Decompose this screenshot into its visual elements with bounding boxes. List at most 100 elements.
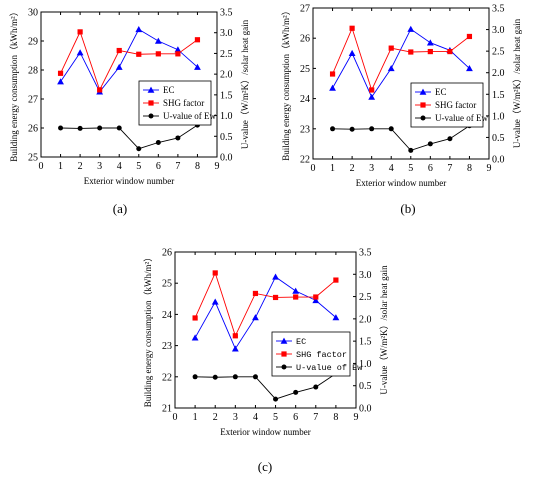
data-point-1-0: [192, 315, 198, 321]
y-right-axis-label: U-value（W/m²K）/solar heat gain: [240, 19, 250, 149]
x-tick-label: 7: [313, 412, 318, 423]
y-left-tick-label: 21: [162, 404, 172, 415]
data-point-0-5: [154, 37, 162, 44]
data-point-2-4: [136, 146, 142, 152]
series-line-0: [332, 28, 470, 99]
data-point-2-5: [427, 141, 433, 147]
data-point-2-3: [116, 125, 122, 131]
data-point-2-2: [232, 374, 238, 380]
y-left-tick-label: 30: [28, 8, 38, 19]
y-right-tick-label: 2.5: [492, 47, 505, 58]
y-left-tick-label: 28: [28, 66, 38, 77]
data-point-2-2: [369, 126, 375, 132]
series-line-0: [60, 28, 198, 93]
legend-label-2: U-value of Ew: [163, 111, 216, 121]
x-tick-label: 2: [350, 163, 355, 174]
y-right-tick-label: 1.5: [220, 90, 233, 101]
y-right-tick-label: 2.5: [359, 292, 372, 303]
y-right-tick-label: 1.0: [220, 111, 233, 122]
x-tick-label: 6: [156, 161, 161, 172]
y-right-tick-label: 0.5: [220, 132, 233, 143]
x-tick-label: 6: [293, 412, 298, 423]
y-right-tick-label: 2.0: [220, 70, 233, 81]
y-left-tick-label: 23: [300, 124, 310, 135]
data-point-1-6: [313, 294, 319, 300]
y-left-tick-label: 26: [28, 124, 38, 135]
y-right-tick-label: 0.0: [492, 155, 505, 166]
panel-label: (b): [400, 201, 415, 216]
data-point-2-6: [175, 135, 181, 141]
data-point-2-5: [155, 140, 161, 145]
x-tick-label: 0: [173, 412, 178, 423]
data-point-1-4: [272, 294, 279, 301]
data-point-0-4: [272, 273, 279, 280]
y-right-axis-label: U-value（W/m²K）/solar heat gain: [379, 265, 389, 395]
chart-panel-2: 0 1 2 3 4 5 6 7 8 92223242526270.00.51.01.52.02.5…: [281, 4, 522, 217]
y-left-tick-label: 29: [28, 37, 38, 48]
y-right-tick-label: 3.5: [492, 4, 505, 15]
data-point-1-0: [329, 71, 336, 77]
data-point-2-1: [212, 374, 218, 380]
data-point-1-7: [194, 37, 201, 43]
y-left-tick-label: 26: [162, 248, 172, 259]
legend-marker-1: [281, 351, 287, 357]
y-right-tick-label: 1.0: [492, 111, 505, 122]
x-tick-label: 0: [311, 163, 316, 174]
data-point-2-1: [77, 125, 83, 131]
y-left-tick-label: 22: [162, 372, 172, 383]
y-left-tick-label: 24: [300, 94, 310, 105]
data-point-0-4: [135, 26, 143, 33]
data-point-1-3: [388, 45, 394, 51]
data-point-0-5: [426, 39, 434, 46]
x-tick-label: 1: [58, 161, 63, 172]
y-right-tick-label: 3.0: [220, 28, 233, 39]
data-point-0-4: [407, 25, 415, 32]
x-tick-label: 7: [447, 163, 452, 174]
legend-label-1: SHG factor: [163, 98, 204, 108]
data-point-2-6: [313, 384, 319, 390]
y-left-tick-label: 25: [300, 64, 310, 75]
data-point-1-3: [116, 47, 122, 54]
series-line-1: [332, 26, 470, 92]
legend-label-1: SHG factor: [296, 350, 347, 360]
series-line-0: [194, 276, 337, 350]
y-right-tick-label: 1.5: [492, 90, 505, 101]
data-point-0-0: [191, 334, 199, 341]
data-point-2-2: [97, 125, 103, 131]
data-point-2-3: [388, 126, 394, 132]
legend-label-0: EC: [435, 87, 447, 97]
x-tick-label: 4: [389, 163, 394, 174]
legend-marker-1: [148, 100, 154, 106]
data-point-1-2: [369, 87, 375, 93]
y-left-axis-label: Building energy consumption（kWh/m²）: [281, 6, 291, 161]
data-point-2-6: [447, 136, 453, 142]
legend-label-0: EC: [163, 85, 175, 95]
x-tick-label: 9: [215, 161, 220, 172]
data-point-0-3: [387, 65, 395, 72]
data-point-1-2: [232, 333, 238, 339]
data-point-1-5: [427, 48, 433, 55]
x-tick-label: 9: [354, 412, 359, 423]
x-tick-label: 9: [487, 163, 492, 174]
y-right-tick-label: 3.0: [492, 25, 505, 36]
y-left-tick-label: 23: [162, 341, 172, 352]
data-point-0-7: [194, 63, 201, 70]
data-point-1-7: [466, 33, 473, 40]
y-left-tick-label: 27: [300, 4, 310, 15]
data-point-0-3: [252, 314, 259, 321]
legend-marker-0: [419, 88, 427, 95]
y-right-tick-label: 0.0: [220, 153, 233, 164]
x-tick-label: 3: [369, 163, 374, 174]
x-tick-label: 0: [39, 161, 44, 172]
data-point-1-2: [97, 87, 103, 93]
series-line-2: [332, 125, 470, 151]
x-tick-label: 5: [273, 412, 278, 423]
data-point-0-1: [211, 298, 219, 305]
x-tick-label: 2: [213, 412, 218, 423]
legend-label-2: U-value of Ew: [296, 363, 363, 373]
x-axis-label: Exterior window number: [356, 178, 446, 188]
panel-label: (c): [258, 459, 272, 474]
chart-panel-3: 0 1 2 3 4 5 6 7 8 92122232425260.00.51.01.52.02.5…: [143, 248, 389, 475]
y-right-tick-label: 0.5: [492, 133, 505, 144]
